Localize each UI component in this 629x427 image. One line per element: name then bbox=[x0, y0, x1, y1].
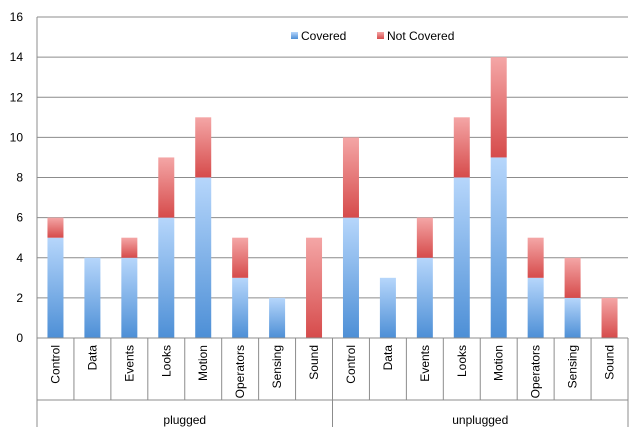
y-tick-label: 0 bbox=[16, 331, 23, 345]
legend-label: Covered bbox=[301, 29, 346, 43]
x-tick-label: Motion bbox=[196, 345, 210, 381]
bar-not-covered-plugged-control bbox=[47, 217, 64, 238]
y-tick-label: 2 bbox=[16, 291, 23, 305]
x-tick-label: Sensing bbox=[270, 345, 284, 388]
bar-not-covered-unplugged-events bbox=[416, 217, 433, 258]
x-tick-label: Data bbox=[85, 345, 99, 371]
bar-covered-plugged-motion bbox=[195, 177, 212, 338]
bar-covered-unplugged-events bbox=[416, 257, 433, 338]
bar-covered-plugged-control bbox=[47, 237, 64, 338]
legend: Covered Not Covered bbox=[291, 29, 454, 43]
y-tick-label: 6 bbox=[16, 211, 23, 225]
bar-covered-plugged-looks bbox=[158, 217, 175, 338]
x-tick-label: Operators bbox=[529, 345, 543, 398]
bar-not-covered-unplugged-operators bbox=[527, 237, 544, 278]
x-tick-label: Control bbox=[344, 345, 358, 384]
x-tick-label: Looks bbox=[159, 345, 173, 377]
bar-covered-plugged-sensing bbox=[269, 297, 286, 338]
x-axis-group-labels: plugged unplugged bbox=[163, 413, 508, 427]
bar-covered-plugged-operators bbox=[232, 277, 249, 338]
bar-covered-unplugged-data bbox=[379, 277, 396, 338]
y-tick-label: 8 bbox=[16, 171, 23, 185]
group-label: plugged bbox=[163, 413, 206, 427]
bar-covered-plugged-events bbox=[121, 257, 138, 338]
bar-not-covered-unplugged-control bbox=[342, 137, 359, 218]
bar-not-covered-plugged-looks bbox=[158, 157, 175, 218]
x-tick-label: Control bbox=[48, 345, 62, 384]
x-tick-label: Operators bbox=[233, 345, 247, 398]
y-axis-tick-labels: 0 2 4 6 8 10 12 14 16 bbox=[10, 10, 24, 345]
x-tick-label: Looks bbox=[455, 345, 469, 377]
legend-swatch bbox=[377, 32, 384, 39]
x-tick-label: Events bbox=[418, 345, 432, 382]
bars bbox=[47, 57, 618, 338]
x-tick-label: Motion bbox=[492, 345, 506, 381]
group-label: unplugged bbox=[452, 413, 508, 427]
bar-covered-plugged-data bbox=[84, 257, 101, 338]
bar-not-covered-unplugged-looks bbox=[453, 117, 470, 178]
x-tick-label: Sound bbox=[603, 345, 617, 380]
bar-not-covered-plugged-sound bbox=[306, 237, 323, 338]
bar-not-covered-unplugged-motion bbox=[490, 57, 507, 158]
y-tick-label: 10 bbox=[10, 130, 24, 144]
bar-covered-unplugged-control bbox=[342, 217, 359, 338]
bar-covered-unplugged-sensing bbox=[564, 297, 581, 338]
bar-not-covered-plugged-operators bbox=[232, 237, 249, 278]
bar-not-covered-plugged-motion bbox=[195, 117, 212, 178]
y-tick-label: 4 bbox=[16, 251, 23, 265]
y-tick-label: 16 bbox=[10, 10, 24, 24]
y-tick-label: 12 bbox=[10, 90, 24, 104]
bar-covered-unplugged-looks bbox=[453, 177, 470, 338]
x-tick-label: Events bbox=[122, 345, 136, 382]
x-tick-label: Sound bbox=[307, 345, 321, 380]
y-tick-label: 14 bbox=[10, 50, 24, 64]
bar-not-covered-unplugged-sensing bbox=[564, 257, 581, 298]
x-tick-label: Sensing bbox=[566, 345, 580, 388]
bar-not-covered-plugged-events bbox=[121, 237, 138, 258]
bar-not-covered-unplugged-sound bbox=[601, 297, 618, 338]
bar-covered-unplugged-operators bbox=[527, 277, 544, 338]
legend-swatch bbox=[291, 32, 298, 39]
x-axis-category-labels: Control Data Events Looks Motion Operators Sen… bbox=[48, 345, 616, 399]
legend-label: Not Covered bbox=[387, 29, 454, 43]
axes bbox=[36, 17, 629, 427]
x-tick-label: Data bbox=[381, 345, 395, 371]
bar-covered-unplugged-motion bbox=[490, 157, 507, 338]
